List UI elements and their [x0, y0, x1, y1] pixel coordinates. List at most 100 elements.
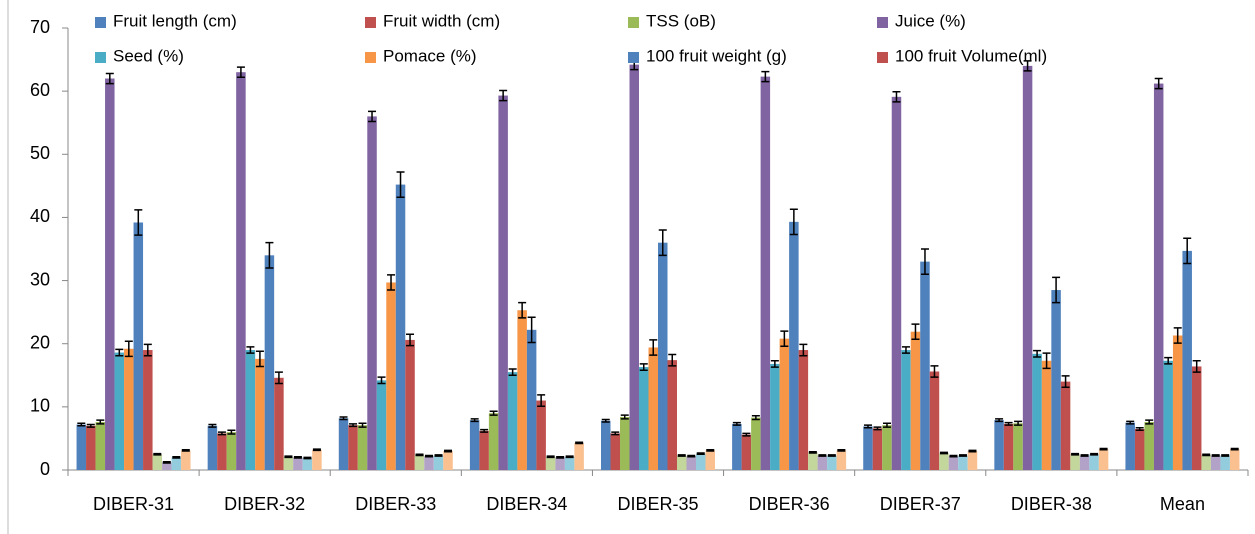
- bar: [1060, 381, 1071, 470]
- error-bar: [377, 376, 386, 385]
- bar: [536, 400, 546, 470]
- error-bar: [761, 70, 770, 83]
- error-bar: [696, 452, 705, 455]
- error-bar: [236, 66, 245, 79]
- error-bar: [255, 350, 264, 368]
- x-tick-label: DIBER-37: [880, 494, 961, 514]
- error-bar: [312, 448, 321, 452]
- error-bar: [499, 89, 508, 102]
- error-bar: [274, 371, 283, 385]
- error-bar: [565, 455, 574, 459]
- error-bar: [527, 316, 536, 344]
- bar: [939, 452, 949, 470]
- error-bar: [827, 454, 836, 457]
- y-tick-label: 30: [30, 269, 50, 289]
- error-bar: [611, 431, 620, 436]
- bar: [245, 350, 256, 470]
- error-bar: [818, 454, 827, 457]
- error-bar: [470, 418, 479, 423]
- y-tick-label: 20: [30, 332, 50, 352]
- bar: [967, 451, 978, 470]
- error-bar: [115, 348, 124, 357]
- error-bar: [958, 454, 967, 457]
- bar: [1079, 455, 1090, 470]
- bar: [443, 451, 453, 470]
- legend-swatch: [628, 52, 639, 63]
- bar: [910, 331, 921, 470]
- error-bar: [1154, 77, 1163, 90]
- bar: [226, 432, 237, 470]
- bar: [1191, 366, 1202, 470]
- legend-label: Seed (%): [113, 46, 184, 65]
- bar: [133, 222, 144, 470]
- error-bar: [349, 423, 358, 428]
- bar: [283, 456, 294, 470]
- error-bar: [1230, 447, 1239, 451]
- error-bar: [873, 426, 882, 431]
- error-bar: [1135, 426, 1144, 431]
- bar: [162, 462, 172, 470]
- error-bar: [575, 441, 584, 445]
- error-bar: [143, 343, 152, 357]
- error-bar: [780, 330, 789, 347]
- error-bar: [293, 455, 302, 459]
- bar: [312, 449, 322, 470]
- bar: [1003, 423, 1014, 470]
- error-bar: [687, 454, 696, 458]
- error-bar: [706, 449, 715, 452]
- x-tick-label: DIBER-31: [93, 494, 174, 514]
- y-tick-label: 50: [30, 143, 50, 163]
- error-bar: [995, 418, 1004, 423]
- bar: [994, 420, 1004, 470]
- bar: [1032, 353, 1042, 470]
- error-bar: [863, 424, 872, 429]
- bar: [264, 255, 275, 470]
- legend-swatch: [95, 52, 106, 63]
- bar: [1070, 454, 1080, 470]
- bar: [357, 425, 368, 470]
- error-bar: [968, 449, 977, 453]
- error-bar: [96, 419, 105, 425]
- error-bar: [1033, 349, 1042, 358]
- error-bar: [808, 450, 817, 454]
- bar: [207, 425, 218, 470]
- bar: [836, 450, 847, 470]
- x-tick-label: DIBER-35: [617, 494, 698, 514]
- bar: [526, 329, 537, 470]
- error-bar: [537, 394, 546, 407]
- bar: [236, 72, 246, 470]
- legend-swatch: [628, 17, 639, 28]
- error-bar: [227, 429, 236, 435]
- error-bar: [508, 368, 517, 377]
- bar: [696, 453, 706, 470]
- y-tick-label: 60: [30, 80, 50, 100]
- legend-label: TSS (oB): [646, 11, 716, 30]
- error-bar: [339, 416, 348, 421]
- bar: [152, 454, 163, 470]
- bar: [469, 420, 480, 470]
- bar: [386, 282, 396, 470]
- error-bar: [742, 432, 751, 437]
- bar: [948, 456, 959, 470]
- error-bar: [1061, 375, 1070, 389]
- bar: [274, 377, 284, 470]
- error-bar: [518, 301, 527, 319]
- error-bar: [639, 363, 648, 371]
- bar: [1229, 449, 1240, 470]
- x-tick-label: DIBER-33: [355, 494, 436, 514]
- bar: [1013, 423, 1023, 470]
- bar: [901, 350, 911, 470]
- x-tick-label: DIBER-36: [749, 494, 830, 514]
- bar: [610, 433, 620, 470]
- bar: [376, 380, 387, 470]
- error-bar: [1099, 447, 1108, 451]
- error-bar: [911, 323, 920, 341]
- error-bar: [770, 360, 779, 368]
- bar: [1144, 422, 1154, 470]
- bar: [808, 452, 818, 470]
- bar: [1041, 360, 1052, 470]
- bar: [181, 450, 191, 470]
- bar: [1210, 455, 1221, 470]
- bar: [424, 456, 434, 470]
- error-bar: [658, 229, 667, 257]
